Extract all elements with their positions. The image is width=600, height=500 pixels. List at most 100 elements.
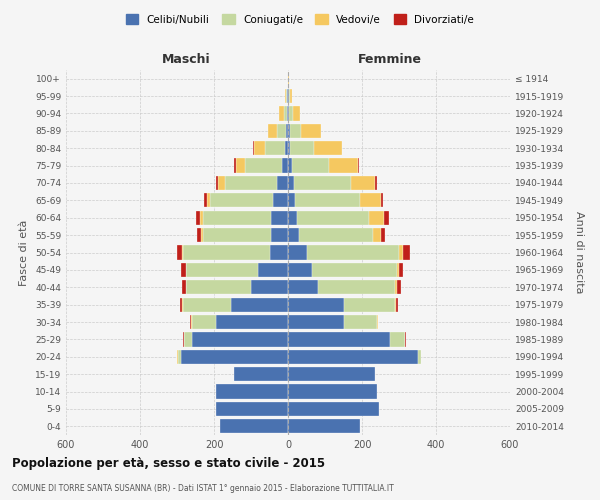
Bar — [285, 141, 288, 156]
Bar — [288, 210, 297, 225]
Bar — [245, 158, 283, 172]
Bar — [288, 315, 343, 329]
Bar — [288, 124, 290, 138]
Bar — [288, 106, 289, 120]
Bar — [181, 350, 288, 364]
Bar — [288, 246, 307, 260]
Bar — [200, 210, 203, 225]
Bar — [183, 332, 184, 346]
Bar — [288, 228, 299, 242]
Bar — [375, 176, 377, 190]
Bar — [197, 228, 201, 242]
Bar — [185, 263, 186, 277]
Bar — [218, 176, 225, 190]
Bar — [220, 419, 288, 434]
Bar — [360, 193, 380, 208]
Bar — [358, 158, 359, 172]
Bar — [210, 193, 273, 208]
Bar — [265, 141, 285, 156]
Legend: Celibi/Nubili, Coniugati/e, Vedovi/e, Divorziati/e: Celibi/Nubili, Coniugati/e, Vedovi/e, Di… — [122, 10, 478, 29]
Bar — [293, 106, 300, 120]
Bar — [216, 384, 288, 398]
Bar — [288, 193, 295, 208]
Bar — [277, 176, 288, 190]
Bar — [203, 210, 271, 225]
Bar — [288, 263, 312, 277]
Bar — [277, 124, 286, 138]
Bar — [384, 210, 389, 225]
Bar — [301, 124, 322, 138]
Bar — [288, 350, 418, 364]
Bar — [329, 158, 358, 172]
Text: COMUNE DI TORRE SANTA SUSANNA (BR) - Dati ISTAT 1° gennaio 2015 - Elaborazione T: COMUNE DI TORRE SANTA SUSANNA (BR) - Dat… — [12, 484, 394, 493]
Bar — [283, 158, 288, 172]
Y-axis label: Fasce di età: Fasce di età — [19, 220, 29, 286]
Bar — [397, 280, 401, 294]
Bar — [380, 193, 383, 208]
Bar — [185, 280, 186, 294]
Bar — [290, 124, 301, 138]
Bar — [395, 280, 397, 294]
Text: Femmine: Femmine — [358, 54, 422, 66]
Text: Maschi: Maschi — [161, 54, 210, 66]
Bar — [290, 89, 292, 103]
Bar — [251, 280, 288, 294]
Bar — [287, 89, 288, 103]
Bar — [284, 106, 287, 120]
Bar — [254, 141, 265, 156]
Bar — [397, 263, 399, 277]
Bar — [178, 350, 181, 364]
Bar — [180, 298, 182, 312]
Bar — [177, 350, 178, 364]
Bar — [271, 210, 288, 225]
Bar — [288, 72, 289, 86]
Bar — [225, 176, 277, 190]
Bar — [404, 332, 405, 346]
Bar — [288, 367, 375, 382]
Bar — [370, 210, 384, 225]
Bar — [178, 246, 182, 260]
Bar — [314, 141, 341, 156]
Bar — [190, 315, 191, 329]
Bar — [299, 228, 373, 242]
Bar — [203, 228, 271, 242]
Bar — [288, 280, 317, 294]
Bar — [288, 332, 390, 346]
Bar — [191, 315, 192, 329]
Bar — [235, 367, 288, 382]
Bar — [182, 298, 230, 312]
Bar — [399, 263, 403, 277]
Bar — [351, 176, 375, 190]
Bar — [380, 228, 385, 242]
Bar — [181, 263, 185, 277]
Bar — [343, 298, 395, 312]
Bar — [290, 141, 314, 156]
Bar — [236, 158, 245, 172]
Bar — [288, 141, 290, 156]
Bar — [288, 419, 360, 434]
Bar — [273, 193, 288, 208]
Bar — [203, 193, 206, 208]
Bar — [196, 210, 200, 225]
Bar — [373, 228, 380, 242]
Bar — [216, 315, 288, 329]
Bar — [280, 106, 284, 120]
Bar — [289, 106, 293, 120]
Bar — [288, 402, 379, 416]
Bar — [271, 228, 288, 242]
Bar — [192, 332, 288, 346]
Bar — [235, 158, 236, 172]
Bar — [390, 332, 404, 346]
Bar — [292, 158, 329, 172]
Bar — [317, 280, 395, 294]
Bar — [186, 263, 259, 277]
Bar — [403, 246, 410, 260]
Bar — [186, 280, 251, 294]
Bar — [312, 263, 397, 277]
Bar — [295, 193, 360, 208]
Bar — [288, 158, 292, 172]
Bar — [297, 210, 370, 225]
Bar — [418, 350, 421, 364]
Bar — [182, 246, 269, 260]
Bar — [395, 298, 397, 312]
